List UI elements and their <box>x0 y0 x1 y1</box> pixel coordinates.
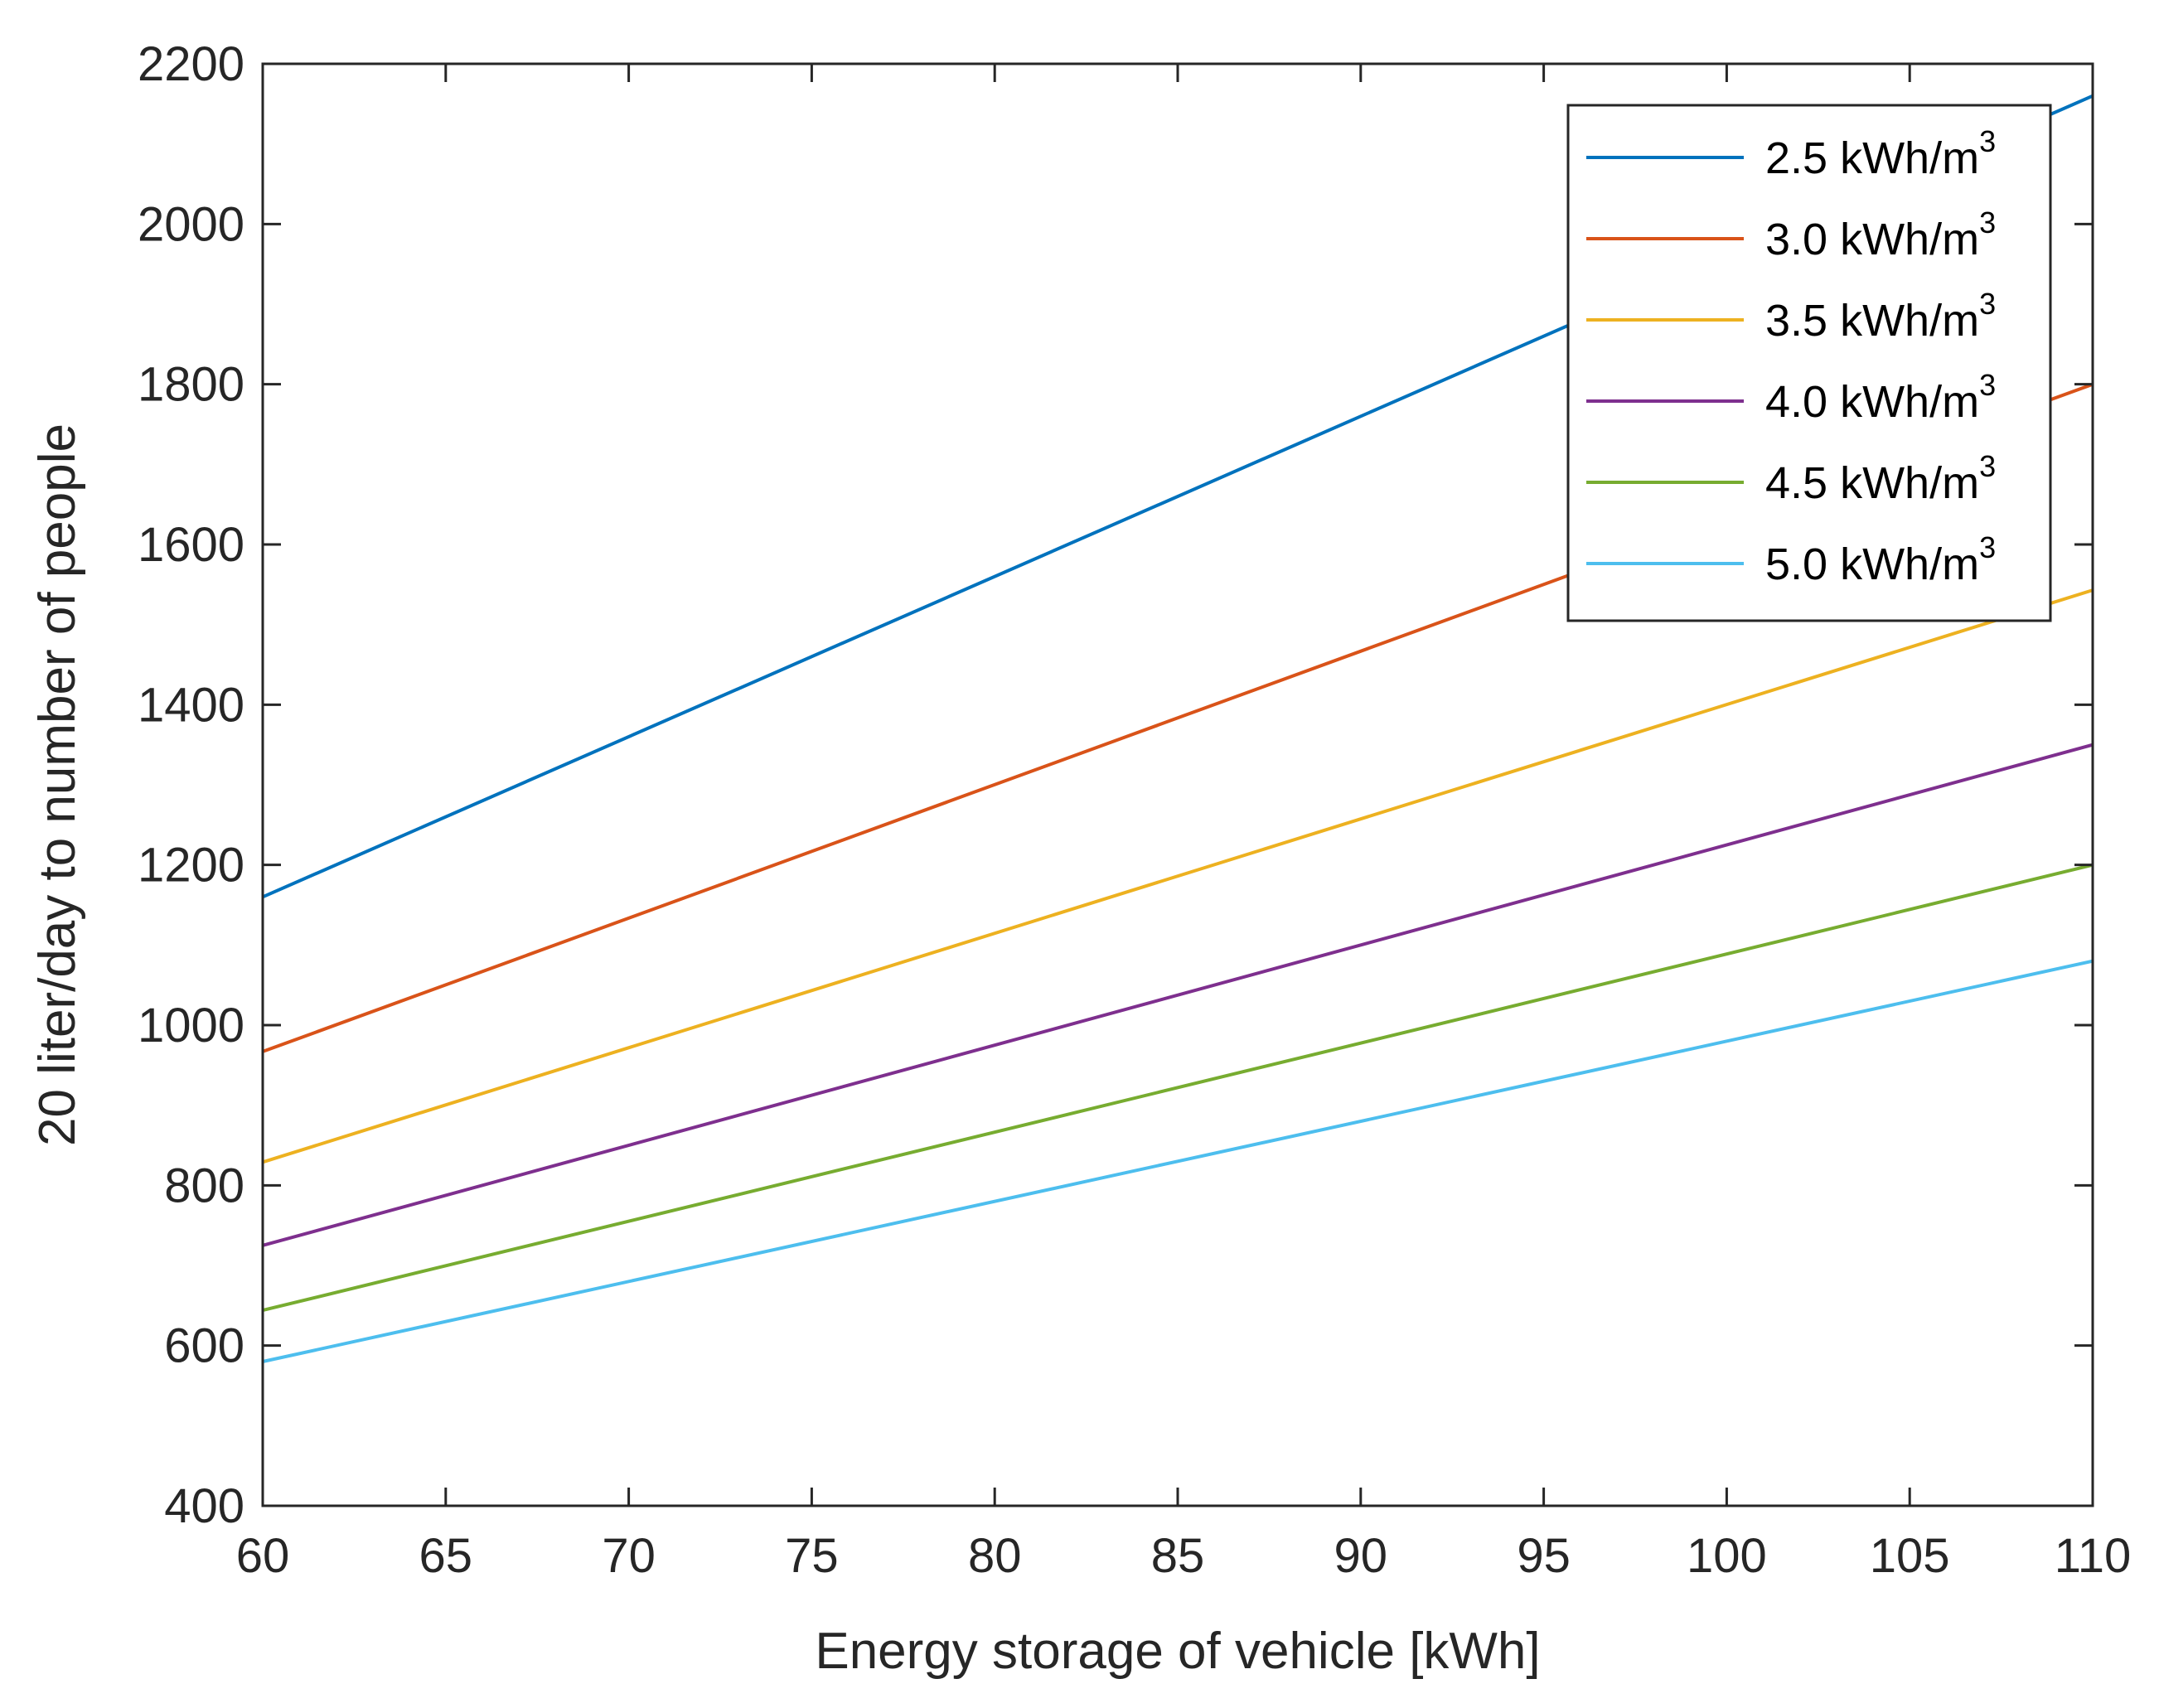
legend-label-superscript: 3 <box>1979 368 1996 402</box>
ticks-layer: 60 65 70 75 80 85 90 95 100 105 110 400 600 800 1000 12… <box>138 37 2131 1583</box>
series-line-3 <box>262 588 2094 1164</box>
series-line-4 <box>262 743 2094 1247</box>
y-tick-label: 1400 <box>138 678 244 732</box>
legend-label-2: 3.0 kWh/m3 <box>1765 206 1996 264</box>
legend-label-4: 4.0 kWh/m3 <box>1765 368 1996 427</box>
y-tick-label: 1600 <box>138 518 244 572</box>
legend-label-superscript: 3 <box>1979 530 1996 564</box>
y-tick-label: 2200 <box>138 37 244 91</box>
x-tick-label: 105 <box>1870 1529 1950 1583</box>
legend-label-6: 5.0 kWh/m3 <box>1765 530 1996 589</box>
y-axis-title: 20 liter/day to number of people <box>29 423 86 1146</box>
x-axis-title: Energy storage of vehicle [kWh] <box>815 1623 1540 1680</box>
y-tick-label: 1000 <box>138 999 244 1052</box>
x-tick-label: 90 <box>1334 1529 1388 1583</box>
x-tick-label: 95 <box>1517 1529 1571 1583</box>
x-tick-label: 85 <box>1151 1529 1205 1583</box>
x-tick-label: 75 <box>785 1529 839 1583</box>
x-tick-label: 80 <box>968 1529 1022 1583</box>
legend-label-1: 2.5 kWh/m3 <box>1765 124 1996 183</box>
y-tick-label: 1200 <box>138 839 244 893</box>
x-tick-label: 65 <box>419 1529 473 1583</box>
legend: 2.5 kWh/m3 3.0 kWh/m3 3.5 kWh/m3 4.0 kWh/m3… <box>1566 104 2052 622</box>
legend-label-superscript: 3 <box>1979 124 1996 158</box>
y-tick-label: 600 <box>164 1319 244 1373</box>
y-tick-label: 2000 <box>138 197 244 251</box>
y-tick-label: 1800 <box>138 358 244 412</box>
x-tick-label: 60 <box>236 1529 290 1583</box>
legend-label-3: 3.5 kWh/m3 <box>1765 287 1996 346</box>
legend-label-superscript: 3 <box>1979 449 1996 483</box>
x-tick-label: 100 <box>1687 1529 1767 1583</box>
legend-label-5: 4.5 kWh/m3 <box>1765 449 1996 508</box>
series-line-5 <box>262 863 2094 1313</box>
legend-label-superscript: 3 <box>1979 287 1996 321</box>
x-tick-label: 110 <box>2055 1529 2131 1583</box>
legend-label-superscript: 3 <box>1979 206 1996 240</box>
y-tick-label: 400 <box>164 1479 244 1533</box>
legend-box <box>1566 104 2052 622</box>
y-tick-label: 800 <box>164 1159 244 1212</box>
series-line-6 <box>262 959 2094 1363</box>
x-tick-label: 70 <box>602 1529 656 1583</box>
